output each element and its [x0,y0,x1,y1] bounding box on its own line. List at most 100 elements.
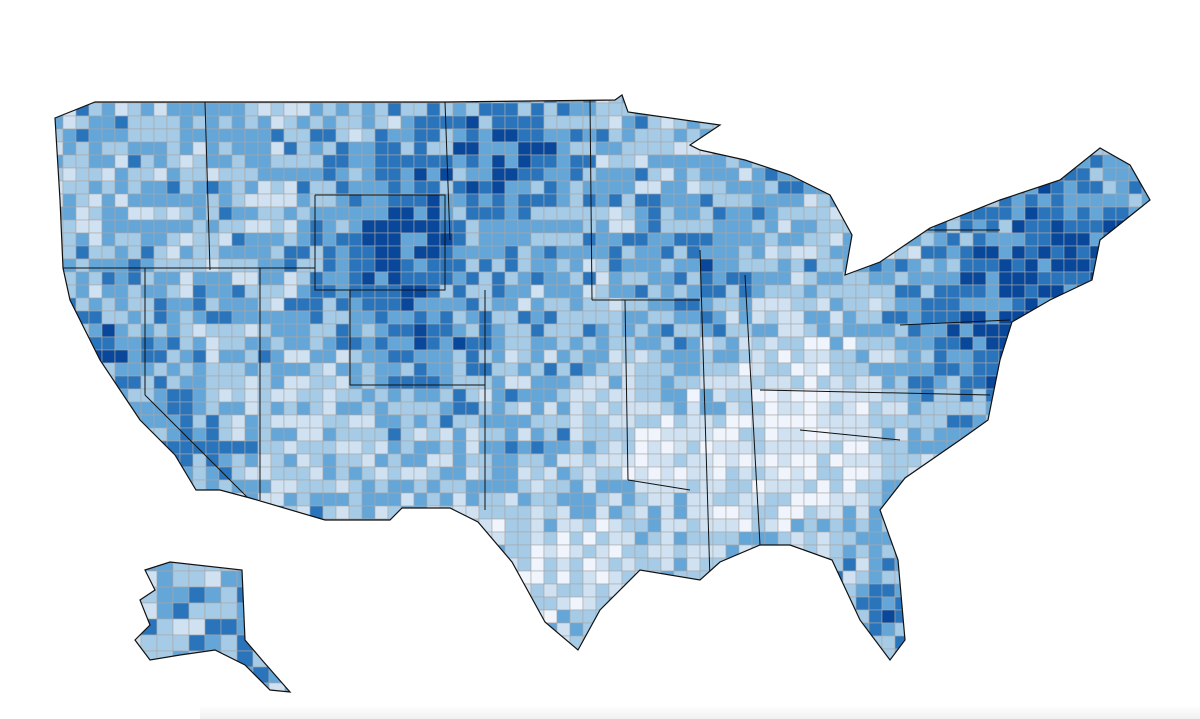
county-cell [406,642,414,650]
county-cell [309,245,324,260]
county-cell [790,310,805,325]
county-cell [465,388,480,403]
county-cell [1141,102,1150,117]
county-cell [400,219,415,234]
county-cell [907,531,922,546]
county-cell [283,206,298,221]
county-cell [1050,570,1065,585]
county-cell [895,662,908,675]
county-cell [868,583,883,598]
county-cell [803,583,818,598]
county-cell [1037,336,1052,351]
county-cell [790,258,805,273]
county-cell [972,622,987,637]
county-cell [335,427,350,442]
county-cell [1037,531,1052,546]
county-cell [218,206,233,221]
county-cell [686,648,701,660]
county-cell [595,271,610,286]
county-cell [465,154,480,169]
county-cell [621,648,636,660]
county-cell [777,219,792,234]
county-cell [881,271,896,286]
county-cell [439,648,454,660]
county-cell [387,492,402,507]
county-cell [959,219,974,234]
county-cell [1024,284,1039,299]
county-cell [1050,115,1065,130]
county-cell [660,323,675,338]
county-cell [972,349,987,364]
county-cell [894,167,909,182]
county-cell [842,310,857,325]
county-cell [244,505,259,520]
county-cell [712,401,727,416]
county-cell [842,258,857,273]
county-cell [569,232,584,247]
county-cell [257,583,272,598]
county-cell [986,662,999,675]
county-cell [855,219,870,234]
county-cell [348,245,363,260]
county-cell [452,622,467,637]
county-cell [406,658,414,666]
county-cell [470,666,478,674]
county-cell [283,154,298,169]
county-cell [398,626,406,634]
county-cell [1089,401,1104,416]
county-cell [283,557,298,572]
county-cell [1024,193,1039,208]
county-cell [335,258,350,273]
county-cell [543,323,558,338]
county-cell [62,583,77,598]
county-cell [446,658,454,666]
county-cell [465,271,480,286]
county-cell [816,349,831,364]
county-cell [1115,427,1130,442]
county-cell [156,682,174,692]
county-cell [803,206,818,221]
county-cell [569,154,584,169]
county-cell [556,388,571,403]
county-cell [446,666,454,674]
county-cell [517,609,532,624]
county-cell [140,505,155,520]
county-cell [55,362,64,377]
county-cell [283,245,298,260]
county-cell [803,492,818,507]
county-cell [673,466,688,481]
county-cell [192,336,207,351]
county-cell [933,167,948,182]
county-cell [153,362,168,377]
county-cell [1155,220,1168,233]
county-cell [829,323,844,338]
county-cell [75,453,90,468]
county-cell [374,193,389,208]
county-cell [140,141,155,156]
county-cell [972,284,987,299]
county-cell [296,375,311,390]
county-cell [894,258,909,273]
county-cell [1155,532,1168,545]
county-cell [621,635,636,650]
county-cell [478,245,493,260]
county-cell [504,284,519,299]
county-cell [700,662,713,675]
county-cell [946,635,961,650]
county-cell [1155,441,1168,454]
county-cell [114,557,129,572]
county-cell [634,388,649,403]
county-cell [933,388,948,403]
county-cell [894,349,909,364]
county-cell [75,375,90,390]
county-cell [816,232,831,247]
county-cell [231,271,246,286]
county-cell [985,375,1000,390]
county-cell [842,141,857,156]
county-cell [62,648,77,660]
county-cell [348,193,363,208]
county-cell [1102,362,1117,377]
county-cell [1141,362,1150,377]
county-cell [868,245,883,260]
county-cell [244,531,259,546]
